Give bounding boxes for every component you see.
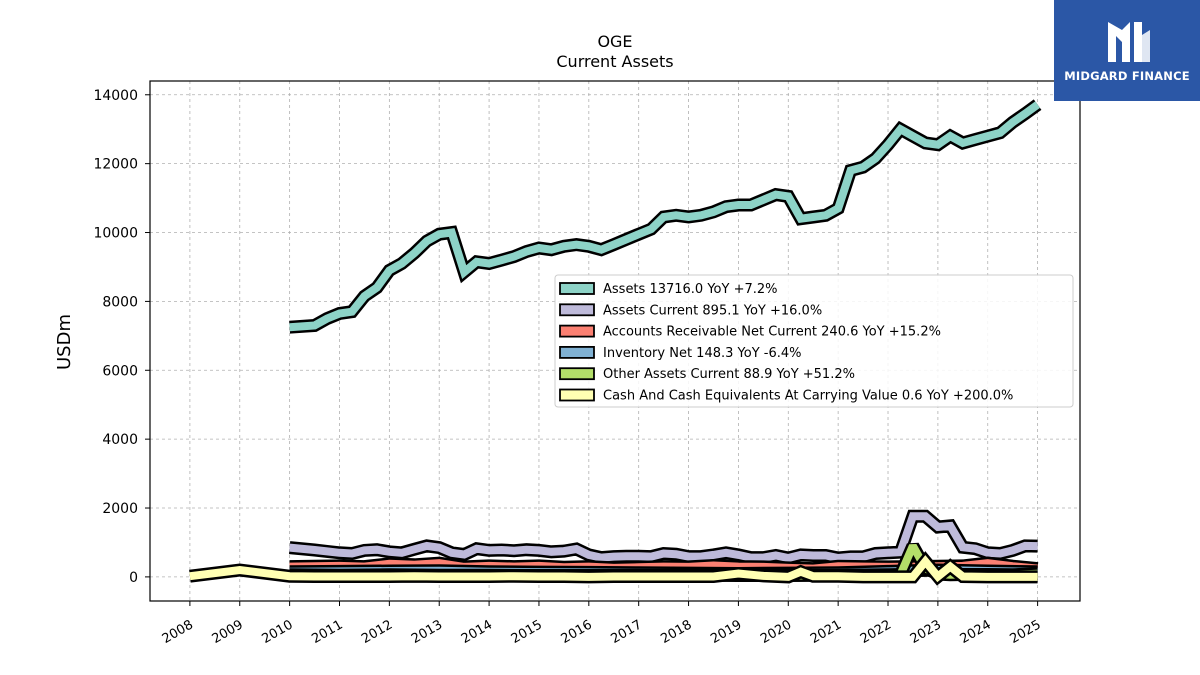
x-tick-label: 2012 xyxy=(359,617,395,647)
x-tick-label: 2013 xyxy=(409,617,445,647)
chart-subtitle: Current Assets xyxy=(556,52,673,71)
legend-label: Accounts Receivable Net Current 240.6 Yo… xyxy=(603,325,941,340)
x-tick-label: 2016 xyxy=(559,617,595,647)
x-tick-label: 2011 xyxy=(309,617,345,647)
legend-label: Assets Current 895.1 YoY +16.0% xyxy=(603,303,822,318)
y-tick-label: 12000 xyxy=(93,157,138,173)
legend-label: Inventory Net 148.3 YoY -6.4% xyxy=(603,346,802,361)
brand-name: MIDGARD FINANCE xyxy=(1064,69,1190,83)
x-tick-label: 2022 xyxy=(858,617,894,647)
legend-label: Cash And Cash Equivalents At Carrying Va… xyxy=(603,389,1013,404)
y-tick-label: 0 xyxy=(129,570,138,586)
y-axis: 0 2000 4000 6000 8000 10000 12000 14000 xyxy=(93,88,150,586)
x-tick-label: 2025 xyxy=(1007,617,1043,647)
legend-box xyxy=(554,274,1074,408)
legend: Assets 13716.0 YoY +7.2% Assets Current 8… xyxy=(554,274,1074,408)
y-tick-label: 14000 xyxy=(93,88,138,104)
legend-swatch xyxy=(559,324,595,338)
y-tick-label: 4000 xyxy=(102,432,138,448)
x-tick-label: 2021 xyxy=(808,617,844,647)
y-tick-label: 6000 xyxy=(102,363,138,379)
x-tick-label: 2019 xyxy=(708,617,744,647)
x-tick-label: 2014 xyxy=(459,617,495,647)
legend-label: Other Assets Current 88.9 YoY +51.2% xyxy=(603,367,855,382)
series-0 xyxy=(289,99,1042,334)
x-tick-label: 2010 xyxy=(259,617,295,647)
legend-swatch xyxy=(559,282,595,295)
x-tick-label: 2020 xyxy=(758,617,794,647)
series-line xyxy=(289,512,1038,563)
x-tick-label: 2023 xyxy=(908,617,944,647)
x-tick-label: 2009 xyxy=(210,617,246,647)
legend-swatch xyxy=(559,345,595,359)
series-1 xyxy=(288,509,1038,565)
x-axis: 2008 2009 2010 2011 2012 2013 2014 2015 2016 2017… xyxy=(160,601,1044,647)
logo-mark-icon xyxy=(1108,22,1150,62)
legend-swatch xyxy=(559,388,595,402)
y-tick-label: 2000 xyxy=(102,501,138,517)
x-tick-label: 2018 xyxy=(658,617,694,647)
legend-label: Assets 13716.0 YoY +7.2% xyxy=(603,282,778,297)
plot-frame xyxy=(149,80,1081,602)
y-tick-label: 8000 xyxy=(102,294,138,310)
x-tick-label: 2017 xyxy=(609,617,645,647)
chart-title: OGE xyxy=(597,32,632,51)
y-tick-label: 10000 xyxy=(93,226,138,242)
x-tick-label: 2015 xyxy=(509,617,545,647)
series-layer xyxy=(189,99,1042,586)
series-line xyxy=(189,555,1038,583)
series-line xyxy=(289,101,1040,332)
brand-logo: MIDGARD FINANCE xyxy=(1054,0,1200,101)
legend-swatch xyxy=(559,303,595,317)
y-axis-label: USDm xyxy=(54,314,75,370)
x-tick-label: 2008 xyxy=(160,617,196,647)
legend-swatch xyxy=(559,367,595,381)
x-tick-label: 2024 xyxy=(958,617,994,647)
series-5 xyxy=(189,551,1038,586)
